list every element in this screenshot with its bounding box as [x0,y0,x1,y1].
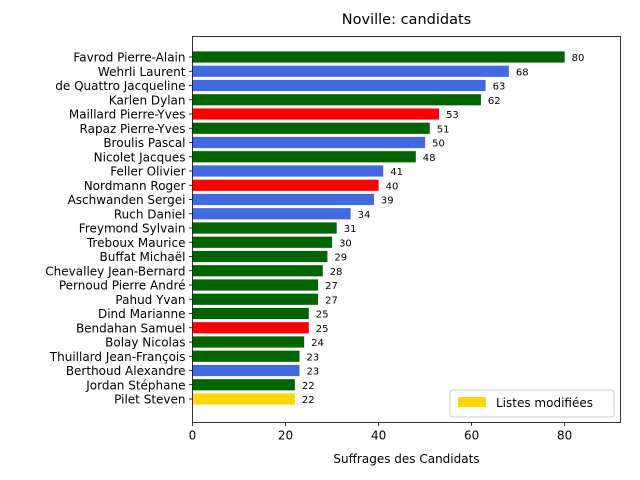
legend-swatch [458,397,486,407]
bar-value-label: 25 [316,310,329,321]
bar [192,79,486,92]
bar-value-label: 34 [358,210,371,221]
bar-value-label: 63 [493,82,506,93]
y-tick-label: Nicolet Jacques [94,150,186,164]
bar-value-label: 22 [302,395,315,406]
chart-title: Noville: candidats [342,12,471,28]
bar-value-label: 28 [330,267,343,278]
y-tick-label: Pernoud Pierre André [59,279,186,293]
x-tick-label: 60 [464,429,479,443]
x-tick-label: 0 [189,429,197,443]
bar [192,51,565,63]
bar-value-label: 51 [437,124,450,135]
y-tick-label: Feller Olivier [110,165,185,179]
y-tick-label: Maillard Pierre-Yves [69,108,186,122]
bar [192,122,430,134]
x-tick-label: 40 [371,429,386,443]
bar [192,322,309,334]
bar [192,179,379,191]
bar [192,265,323,277]
y-tick-label: Buffat Michaël [100,250,186,264]
bar [192,208,351,220]
y-tick-label: Chevalley Jean-Bernard [45,264,185,278]
y-tick-label: Berthoud Alexandre [66,364,186,378]
y-tick-label: Thuillard Jean-François [49,350,186,364]
bar-value-label: 41 [390,167,403,178]
bar [192,364,300,377]
y-tick-label: Ruch Daniel [114,207,186,221]
y-tick-label: Bolay Nicolas [105,336,185,350]
x-tick-label: 20 [278,429,293,443]
bar [192,108,440,120]
y-tick-label: Dind Marianne [98,307,186,321]
y-tick-label: Pahud Yvan [115,293,185,307]
bar [192,350,300,362]
plot-frame [192,36,621,423]
bar [192,136,426,149]
y-tick-label: Wehrli Laurent [98,65,186,79]
bar [192,165,384,177]
y-tick-label: Nordmann Roger [84,179,186,193]
bar [192,236,333,248]
bar-value-label: 39 [381,196,394,207]
bar-value-label: 53 [446,110,459,121]
bar [192,307,309,320]
bar-value-label: 80 [572,53,585,64]
bar [192,336,305,348]
y-tick-label: Favrod Pierre-Alain [73,51,185,65]
bar [192,393,295,405]
bar-value-label: 48 [423,153,436,164]
legend: Listes modifiées [449,389,615,418]
y-tick-label: Treboux Maurice [86,236,186,250]
bar [192,250,328,263]
x-axis-label: Suffrages des Candidats [333,452,479,466]
y-tick-label: Jordan Stéphane [85,378,185,392]
y-tick-label: Rapaz Pierre-Yves [80,122,186,136]
bar-value-label: 27 [325,281,338,292]
y-tick-label: Aschwanden Sergei [68,193,186,207]
bar-value-label: 22 [302,381,315,392]
bar-value-label: 29 [334,253,347,264]
bar-value-label: 24 [311,338,324,349]
bar-value-label: 27 [325,295,338,306]
bar [192,279,319,291]
bar [192,193,374,206]
y-tick-label: Pilet Steven [114,393,185,407]
bar-value-label: 23 [307,352,320,363]
legend-label: Listes modifiées [496,396,593,410]
bar [192,151,416,163]
bar-value-label: 25 [316,324,329,335]
y-tick-label: Freymond Sylvain [79,222,186,236]
bar [192,293,319,305]
x-ticks-group: 0 20 40 60 80 [189,422,572,443]
bar-value-label: 68 [516,67,529,78]
bar-value-label: 40 [386,181,399,192]
bar-value-label: 62 [488,96,501,107]
y-tick-label: Karlen Dylan [109,93,186,107]
bars-group [192,51,565,405]
legend-box [449,389,615,418]
bar [192,222,337,234]
y-tick-label: de Quattro Jacqueline [55,79,185,93]
x-tick-label: 80 [557,429,572,443]
y-tick-label: Broulis Pascal [103,136,185,150]
y-tick-label: Bendahan Samuel [76,321,186,335]
bar-value-label: 31 [344,224,357,235]
bar [192,94,481,106]
bar [192,379,295,391]
bar [192,65,509,77]
bar-value-label: 30 [339,238,352,249]
bar-value-label: 50 [432,139,445,150]
bar-value-label: 23 [307,367,320,378]
